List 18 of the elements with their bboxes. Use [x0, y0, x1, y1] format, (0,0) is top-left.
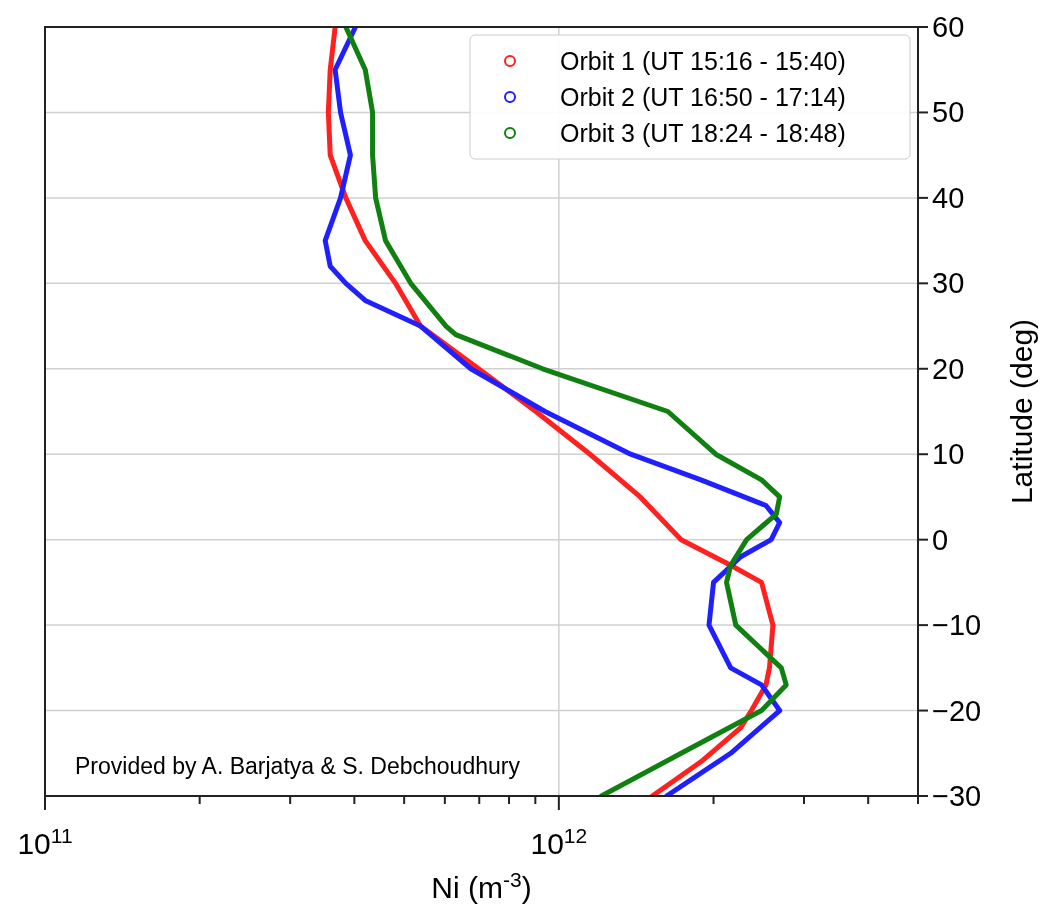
- y-tick-label: 10: [932, 438, 965, 471]
- legend-label: Orbit 3 (UT 18:24 - 18:48): [560, 119, 846, 147]
- annotation: Provided by A. Barjatya & S. Debchoudhury: [75, 753, 521, 779]
- y-tick-label: −30: [932, 780, 982, 812]
- x-axis-title: Ni (m$^{-3}$): [431, 867, 532, 904]
- y-tick-label: 0: [932, 523, 949, 556]
- y-tick-label: −20: [932, 694, 982, 727]
- legend-label: Orbit 1 (UT 15:16 - 15:40): [560, 47, 846, 75]
- y-tick-label: 50: [932, 96, 965, 129]
- y-axis-title: Latitude (deg): [1005, 318, 1038, 505]
- x-tick-label: 10$^{12}$: [530, 823, 588, 860]
- y-tick-label: 20: [932, 352, 965, 385]
- y-tick-label: −10: [932, 609, 982, 642]
- y-tick-label: 60: [932, 11, 965, 43]
- x-tick-label: 10$^{11}$: [17, 823, 73, 860]
- y-tick-label: 30: [932, 267, 965, 300]
- legend-label: Orbit 2 (UT 16:50 - 17:14): [560, 83, 846, 111]
- y-tick-label: 40: [932, 181, 965, 214]
